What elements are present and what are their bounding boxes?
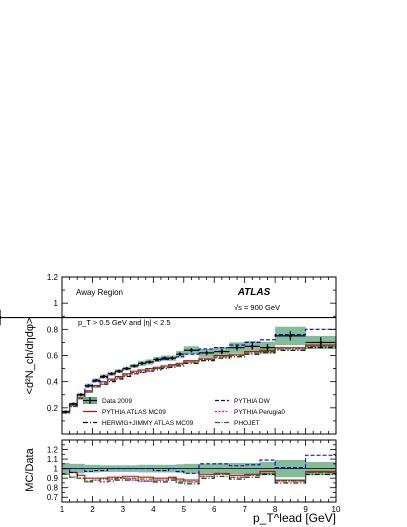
ratio-mc-series-group: [62, 454, 337, 490]
data-point: [168, 356, 177, 360]
legend-entry: Data 2009: [83, 397, 132, 405]
x-tick-label: 4: [151, 505, 156, 514]
data-point: [214, 348, 230, 355]
ratio-axis-ticks: 0.70.80.911.11.21 2 3 4 5 6 7 8 9 10: [47, 440, 341, 514]
x-tick-label: 3: [121, 505, 126, 514]
legend-label-1: HERWIG+JIMMY ATLAS MC09: [102, 420, 194, 427]
data-point: [153, 357, 161, 361]
x-tick-label: 6: [212, 505, 217, 514]
data-point: [145, 360, 154, 364]
data-point: [275, 331, 306, 341]
legend: Data 2009 PYTHIA ATLAS MC09 HERWIG+JIMMY A…: [83, 397, 285, 427]
data-point: [100, 375, 108, 378]
data-point: [259, 343, 276, 352]
x-tick-label: 7: [242, 505, 247, 514]
x-tick-label: 5: [182, 505, 187, 514]
main-data-points-group: [0, 309, 336, 414]
legend-label-4: PHOJET: [234, 420, 260, 427]
data-point: [69, 402, 78, 406]
data-point: [0, 309, 336, 326]
data-point: [107, 372, 116, 376]
ratio-y-tick-label: 1.2: [47, 446, 59, 455]
ratio-panel: 0.70.80.911.11.21 2 3 4 5 6 7 8 9 10 MC/Data p_T^…: [24, 439, 341, 525]
legend-entry: PYTHIA Perugia0: [215, 409, 285, 416]
main-y-axis-label: <d²N_ch/dηdφ>: [24, 318, 36, 395]
data-point: [84, 384, 93, 387]
data-point: [305, 337, 336, 348]
ratio-y-tick-label: 0.9: [47, 474, 59, 483]
x-tick-label: 2: [90, 505, 95, 514]
main-y-tick-label: 0.6: [47, 352, 59, 361]
main-y-tick-label: 0.2: [47, 404, 59, 413]
data-point: [160, 356, 169, 360]
data-point: [92, 378, 101, 382]
cuts-label: p_T > 0.5 GeV and |η| < 2.5: [78, 318, 171, 327]
data-point: [138, 361, 146, 365]
main-y-tick-label: 0.8: [47, 325, 59, 334]
data-point: [77, 393, 85, 397]
ratio-y-tick-label: 1.1: [47, 455, 59, 464]
ratio-series-line-2: [62, 454, 337, 475]
ratio-series-line-4: [62, 471, 337, 489]
data-point: [199, 350, 215, 356]
data-point: [130, 364, 139, 368]
data-point: [244, 343, 260, 350]
x-tick-label: 8: [273, 505, 278, 514]
legend-label-3: PYTHIA Perugia0: [234, 409, 285, 416]
atlas-label: ATLAS: [237, 287, 271, 298]
legend-data-label: Data 2009: [102, 398, 132, 405]
x-axis-label: p_T^lead [GeV]: [253, 511, 336, 525]
main-axis-ticks: 0.2 0.4 0.6 0.8 1 1.2: [47, 273, 337, 434]
data-point: [62, 410, 70, 414]
energy-label: √s = 900 GeV: [234, 303, 280, 312]
legend-label-2: PYTHIA DW: [234, 398, 271, 405]
legend-entry: HERWIG+JIMMY ATLAS MC09: [83, 420, 194, 427]
data-point: [176, 352, 184, 357]
x-tick-label: 10: [332, 505, 341, 514]
legend-label-0: PYTHIA ATLAS MC09: [102, 409, 166, 416]
legend-entry: PYTHIA ATLAS MC09: [83, 409, 166, 416]
main-mc-series-group: [62, 324, 337, 414]
main-series-line-2: [62, 324, 337, 413]
data-point: [122, 367, 131, 370]
main-panel: 0.2 0.4 0.6 0.8 1 1.2 <d²N_ch/dηdφ> Away Regi…: [0, 273, 337, 435]
main-series-line-4: [62, 342, 337, 414]
data-point: [183, 348, 199, 353]
region-label: Away Region: [76, 288, 123, 297]
x-tick-label: 1: [60, 505, 65, 514]
legend-entry: PYTHIA DW: [215, 398, 271, 405]
x-tick-label: 9: [303, 505, 308, 514]
data-point: [229, 344, 245, 351]
data-point: [115, 369, 123, 373]
legend-entry: PHOJET: [215, 420, 260, 427]
ratio-y-axis-label: MC/Data: [24, 447, 36, 491]
ratio-y-tick-label: 1: [54, 465, 59, 474]
main-y-tick-label: 1: [54, 299, 59, 308]
ratio-y-tick-label: 0.7: [47, 493, 59, 502]
main-y-tick-label: 1.2: [47, 273, 59, 282]
main-y-tick-label: 0.4: [47, 378, 59, 387]
ratio-y-tick-label: 0.8: [47, 484, 59, 493]
